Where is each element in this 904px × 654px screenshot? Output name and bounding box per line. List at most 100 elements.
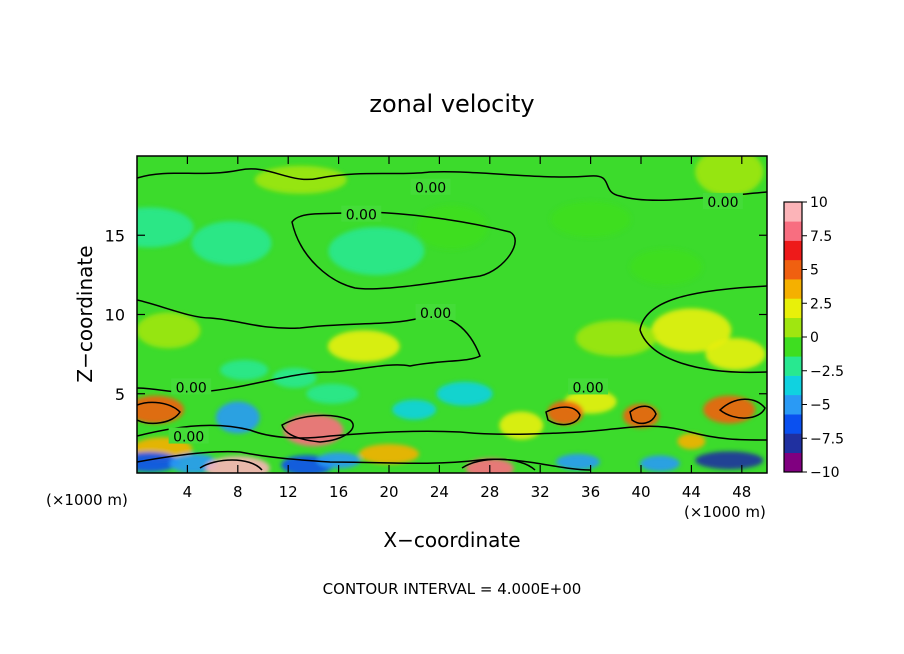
contour-line — [629, 405, 657, 425]
y-tick-label: 10 — [105, 306, 125, 325]
contour-label: 0.00 — [176, 380, 207, 396]
x-tick-label: 16 — [329, 483, 348, 501]
colorbar-tick-label: 10 — [810, 195, 828, 211]
heatmap-feature — [639, 455, 680, 472]
colorbar-segment — [784, 356, 802, 376]
colorbar-tick-label: 5 — [810, 263, 819, 279]
heatmap-feature — [630, 248, 703, 285]
heatmap-feature — [359, 443, 419, 464]
contour-line — [199, 459, 263, 471]
contour-line — [718, 398, 766, 419]
heatmap-feature — [677, 433, 706, 450]
contour-lines — [137, 168, 767, 471]
contour-line — [137, 299, 481, 394]
heatmap-feature — [220, 359, 269, 380]
x-tick-label: 36 — [581, 483, 600, 501]
x-tick-label: 8 — [233, 483, 243, 501]
contour-label: 0.00 — [346, 208, 377, 224]
heatmap-feature — [137, 312, 201, 349]
x-tick-label: 48 — [732, 483, 751, 501]
colorbar: 10 7.5 5 2.5 0 −2.5 −5 −7.5 −10 — [783, 195, 844, 481]
x-tick-label: 40 — [631, 483, 650, 501]
colorbar-segment — [784, 337, 802, 357]
heatmap-feature — [695, 156, 764, 196]
heatmap-feature — [705, 338, 766, 371]
contour-label-bg — [168, 427, 209, 444]
y-tick-label: 5 — [115, 385, 125, 404]
heatmap-feature — [623, 403, 659, 428]
contour-line — [137, 401, 181, 425]
colorbar-tick-label: 2.5 — [810, 296, 832, 312]
colorbar-tick-label: −2.5 — [810, 364, 844, 380]
contour-label-bg — [410, 178, 451, 195]
colorbar-segment — [784, 240, 802, 261]
colorbar-segment — [784, 202, 802, 222]
contour-line — [639, 285, 767, 331]
heatmap-feature — [651, 308, 732, 353]
x-tick-label: 32 — [531, 483, 550, 501]
heatmap-feature — [327, 330, 400, 363]
colorbar-tick-label: −5 — [810, 398, 831, 414]
colorbar-segment — [784, 394, 802, 415]
colorbar-segment — [784, 414, 802, 434]
contour-interval-note: CONTOUR INTERVAL = 4.000E+00 — [323, 580, 582, 598]
heatmap-feature — [547, 400, 584, 425]
x-tick-label: 20 — [379, 483, 398, 501]
colorbar-segment — [784, 433, 802, 454]
x-unit-label-right: (×1000 m) — [684, 503, 766, 521]
colorbar-tick-label: −10 — [810, 465, 840, 481]
contour-label: 0.00 — [707, 195, 738, 211]
heatmap-feature — [436, 381, 493, 406]
contour-label-bg — [702, 192, 743, 209]
y-tick-label: 15 — [105, 226, 125, 245]
y-axis-label: Z−coordinate — [73, 245, 97, 382]
contour-label: 0.00 — [415, 181, 446, 197]
chart-title: zonal velocity — [369, 90, 534, 118]
heatmap-feature — [272, 367, 317, 388]
heatmap-feature — [169, 453, 218, 473]
contour-labels: 0.00 0.00 0.00 0.00 0.00 0.00 0.00 — [168, 178, 743, 446]
x-tick-label: 4 — [183, 483, 193, 501]
heatmap-feature — [550, 201, 631, 238]
heatmap-feature — [575, 320, 656, 357]
contour-label-bg — [415, 303, 456, 320]
contour-label-bg — [568, 378, 609, 395]
contour-label: 0.00 — [173, 430, 204, 446]
colorbar-tick-label: −7.5 — [810, 431, 844, 447]
colorbar-segment — [784, 317, 802, 338]
heatmap-feature — [191, 221, 272, 266]
colorbar-tick-label: 0 — [810, 330, 819, 346]
contour-line — [137, 168, 767, 202]
colorbar-segment — [784, 375, 802, 396]
heatmap-feature — [499, 411, 544, 440]
contour-label-bg — [171, 378, 212, 395]
colorbar-segment — [784, 279, 802, 299]
contour-line — [461, 458, 536, 471]
heatmap-field: 0.00 0.00 0.00 0.00 0.00 0.00 0.00 — [137, 156, 767, 473]
contour-line — [137, 424, 767, 441]
heatmap-feature — [416, 205, 488, 250]
heatmap-feature — [215, 401, 260, 434]
contour-label-bg — [341, 205, 382, 222]
x-axis: 4 8 12 16 20 24 28 32 36 40 44 48 — [183, 156, 751, 501]
colorbar-segment — [784, 259, 802, 280]
x-tick-label: 12 — [279, 483, 298, 501]
heatmap-feature — [556, 453, 600, 470]
contour-line — [639, 329, 767, 374]
colorbar-segment — [784, 452, 802, 473]
heatmap-feature — [306, 383, 359, 404]
colorbar-tick-label: 7.5 — [810, 229, 832, 245]
contour-label: 0.00 — [420, 306, 451, 322]
heatmap-feature — [328, 227, 425, 276]
x-tick-label: 24 — [430, 483, 449, 501]
colorbar-segment — [784, 298, 802, 319]
heatmap-blobs — [137, 156, 766, 473]
heatmap-feature — [703, 395, 756, 424]
x-unit-label-left: (×1000 m) — [46, 491, 128, 509]
x-tick-label: 28 — [480, 483, 499, 501]
contour-label: 0.00 — [572, 380, 603, 396]
heatmap-feature — [392, 399, 437, 420]
y-axis: 5 10 15 — [105, 226, 767, 404]
x-tick-label: 44 — [682, 483, 701, 501]
